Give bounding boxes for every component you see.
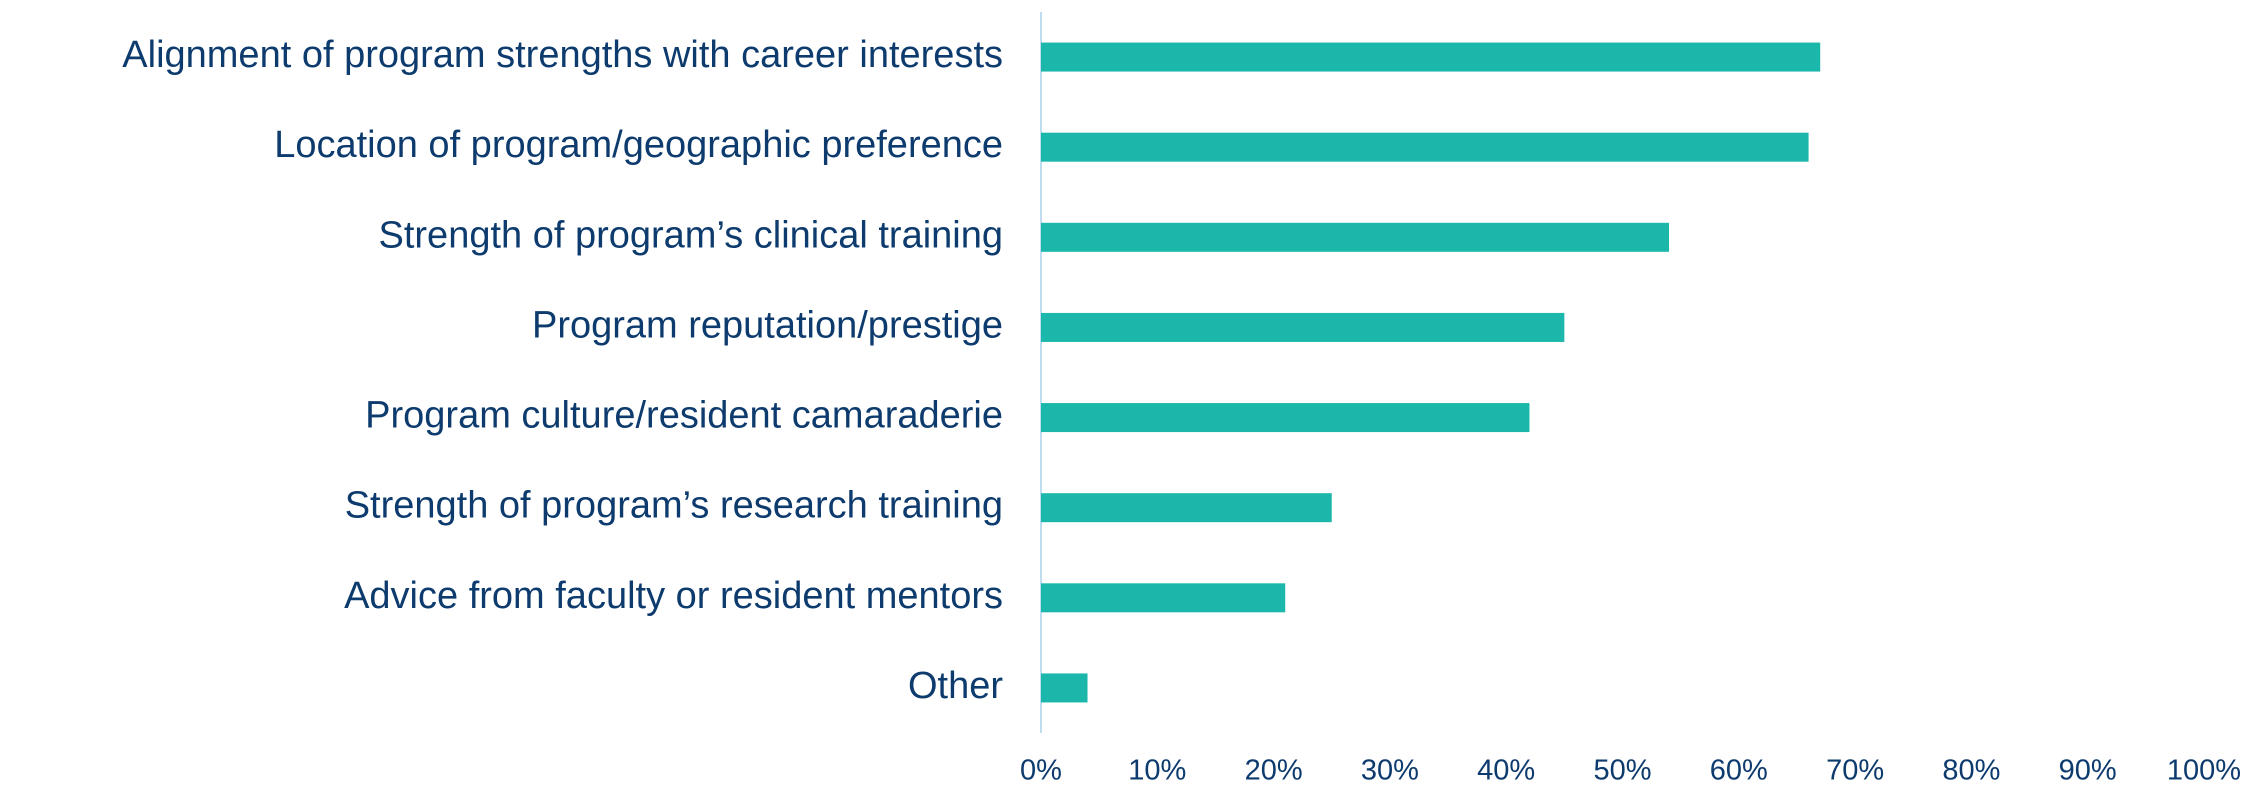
x-tick-label: 100% (2167, 755, 2241, 785)
bar (1041, 42, 1821, 72)
y-tick-label: Other (908, 665, 1003, 707)
bar (1041, 132, 1809, 162)
bar (1041, 403, 1530, 433)
x-tick-label: 80% (1942, 755, 2000, 785)
x-tick-label: 40% (1477, 755, 1535, 785)
x-tick-label: 10% (1128, 755, 1186, 785)
y-tick-label: Strength of program’s research training (345, 485, 1003, 527)
y-tick-label: Program culture/resident camaraderie (365, 395, 1003, 437)
x-tick-label: 30% (1361, 755, 1419, 785)
bar (1041, 312, 1565, 342)
bar (1041, 493, 1332, 523)
x-tick-label: 0% (1020, 755, 1062, 785)
bar (1041, 222, 1670, 252)
x-tick-label: 50% (1593, 755, 1651, 785)
x-tick-label: 20% (1245, 755, 1303, 785)
y-tick-label: Advice from faculty or resident mentors (344, 575, 1003, 617)
x-tick-label: 90% (2059, 755, 2117, 785)
bar (1041, 673, 1088, 703)
bar (1041, 583, 1286, 613)
y-tick-label: Program reputation/prestige (532, 304, 1003, 346)
x-tick-label: 70% (1826, 755, 1884, 785)
y-tick-label: Location of program/geographic preferenc… (274, 124, 1003, 166)
y-tick-label: Strength of program’s clinical training (379, 214, 1004, 256)
x-tick-label: 60% (1710, 755, 1768, 785)
y-tick-label: Alignment of program strengths with care… (122, 34, 1003, 76)
